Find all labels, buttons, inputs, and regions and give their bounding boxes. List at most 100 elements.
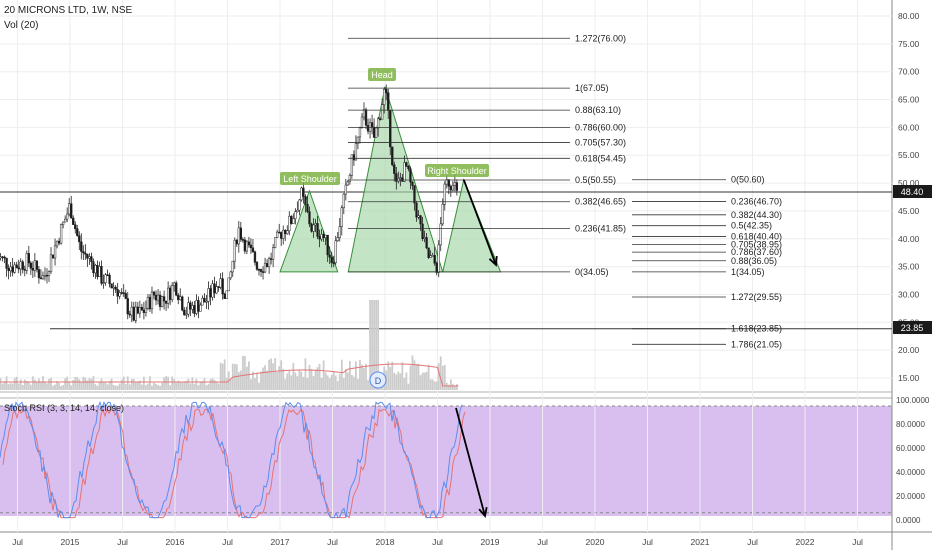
candle[interactable] (138, 307, 142, 314)
candle[interactable] (241, 239, 244, 241)
candle[interactable] (433, 255, 436, 264)
candle[interactable] (209, 288, 212, 298)
candle[interactable] (328, 254, 331, 258)
candle[interactable] (17, 267, 20, 270)
candle[interactable] (354, 143, 358, 161)
candle[interactable] (124, 293, 127, 299)
candle[interactable] (247, 241, 251, 246)
candle[interactable] (338, 226, 341, 238)
candle[interactable] (316, 223, 319, 237)
candle[interactable] (90, 256, 93, 262)
candle[interactable] (193, 305, 196, 314)
candle[interactable] (451, 185, 454, 191)
candle[interactable] (376, 118, 380, 129)
candle[interactable] (356, 136, 360, 144)
candle[interactable] (425, 237, 428, 249)
candle[interactable] (403, 162, 406, 182)
candle[interactable] (235, 239, 238, 245)
candle[interactable] (336, 237, 339, 242)
candle[interactable] (164, 300, 168, 304)
candle[interactable] (51, 254, 55, 259)
candle[interactable] (55, 240, 59, 247)
candle[interactable] (47, 271, 51, 276)
candle[interactable] (154, 294, 158, 301)
candle[interactable] (415, 202, 418, 218)
candle[interactable] (437, 244, 440, 273)
candle[interactable] (284, 230, 287, 234)
candle[interactable] (108, 274, 111, 284)
candle[interactable] (350, 154, 354, 176)
candle[interactable] (106, 274, 109, 276)
candle[interactable] (381, 104, 384, 120)
candle[interactable] (405, 162, 408, 167)
candle[interactable] (267, 258, 271, 268)
candle[interactable] (251, 247, 255, 253)
candle[interactable] (423, 237, 426, 239)
candle[interactable] (239, 227, 242, 240)
candle[interactable] (304, 196, 307, 205)
candle[interactable] (294, 211, 297, 219)
candle[interactable] (249, 244, 253, 249)
candle[interactable] (217, 286, 220, 288)
candle[interactable] (162, 296, 166, 302)
candle[interactable] (43, 274, 47, 277)
candle[interactable] (68, 203, 71, 215)
candle[interactable] (21, 261, 24, 270)
candle[interactable] (324, 234, 327, 238)
candle[interactable] (41, 275, 45, 280)
candle[interactable] (372, 126, 376, 138)
candle[interactable] (158, 294, 162, 307)
candle[interactable] (195, 300, 198, 314)
candle[interactable] (110, 283, 113, 289)
candle[interactable] (118, 292, 121, 297)
candle[interactable] (15, 264, 18, 268)
candle[interactable] (399, 177, 402, 179)
candle[interactable] (72, 217, 75, 225)
candle[interactable] (255, 262, 259, 270)
candle[interactable] (253, 251, 257, 263)
candle[interactable] (78, 235, 81, 243)
candle[interactable] (379, 118, 382, 121)
candle[interactable] (140, 307, 144, 311)
candle[interactable] (292, 218, 295, 224)
candle[interactable] (191, 305, 194, 310)
candle[interactable] (352, 154, 356, 161)
candle[interactable] (76, 228, 79, 236)
candle[interactable] (407, 166, 410, 170)
candle[interactable] (0, 256, 2, 259)
candle[interactable] (49, 254, 53, 272)
candle[interactable] (70, 203, 73, 219)
candle[interactable] (27, 253, 30, 264)
candle[interactable] (175, 282, 178, 296)
candle[interactable] (183, 309, 186, 316)
candle[interactable] (215, 286, 218, 294)
candle[interactable] (288, 215, 291, 232)
candle[interactable] (211, 283, 214, 298)
candle[interactable] (45, 274, 49, 277)
candle[interactable] (298, 199, 301, 211)
dividend-marker-icon[interactable] (369, 371, 387, 389)
candle[interactable] (142, 309, 146, 313)
candle[interactable] (443, 183, 446, 205)
candle[interactable] (286, 230, 289, 234)
candle[interactable] (61, 221, 65, 225)
candle[interactable] (227, 277, 230, 292)
candle[interactable] (225, 290, 228, 299)
candle[interactable] (427, 247, 430, 258)
candle[interactable] (92, 261, 95, 274)
candle[interactable] (13, 264, 16, 273)
candle[interactable] (383, 89, 386, 105)
candle[interactable] (25, 253, 28, 271)
candle[interactable] (360, 116, 364, 129)
candle[interactable] (435, 262, 438, 273)
candle[interactable] (231, 260, 234, 273)
candle[interactable] (278, 231, 281, 234)
candle[interactable] (177, 294, 180, 301)
candle[interactable] (441, 204, 444, 225)
candle[interactable] (282, 230, 285, 239)
candle[interactable] (1, 256, 4, 258)
candle[interactable] (59, 224, 63, 244)
candle[interactable] (421, 223, 424, 239)
candle[interactable] (259, 269, 263, 272)
candle[interactable] (203, 297, 206, 303)
